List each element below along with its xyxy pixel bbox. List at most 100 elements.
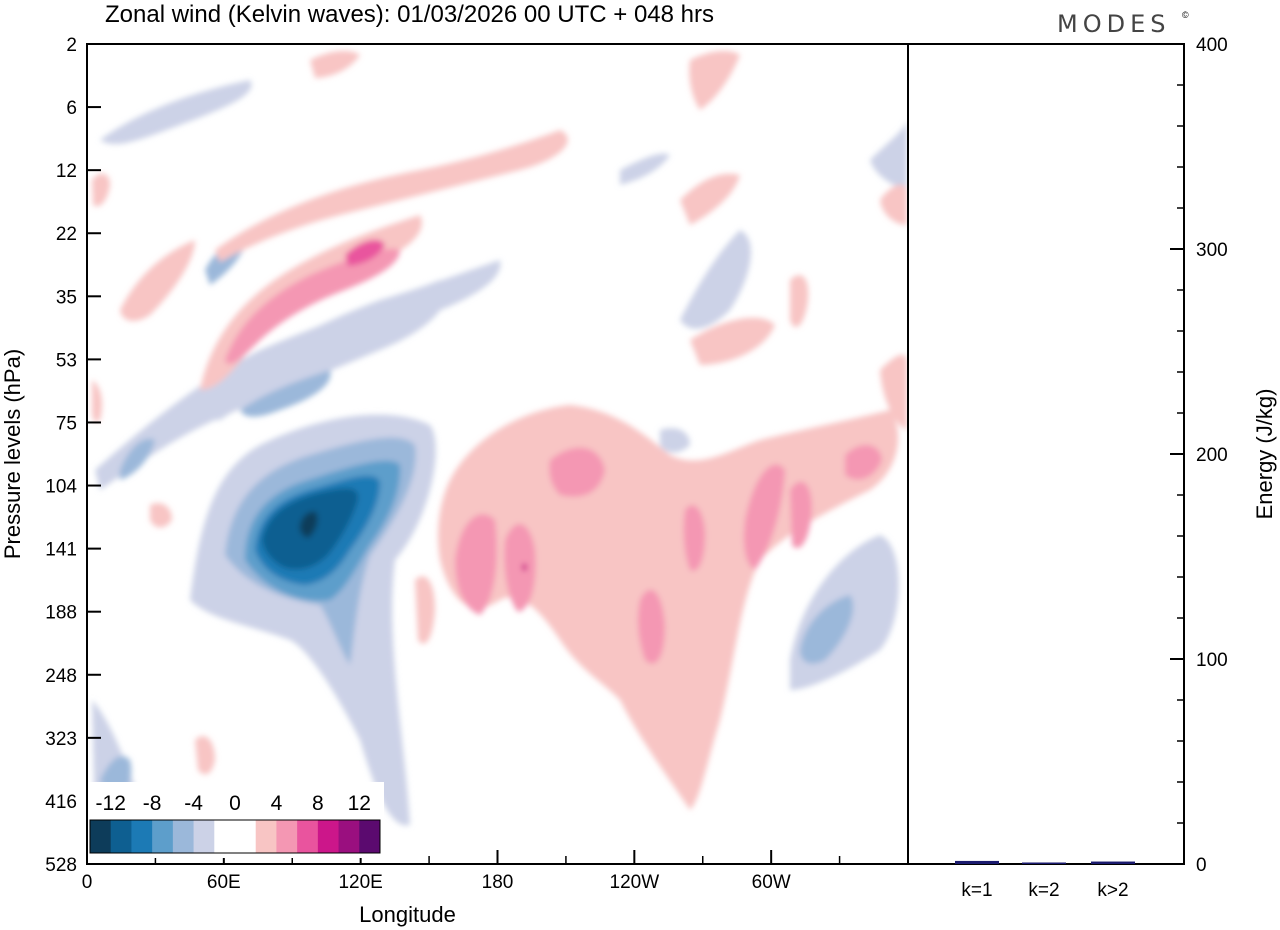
colorbar-label: 0 [229, 792, 241, 815]
westerly-light-region [150, 503, 172, 528]
westerly-light-region [689, 50, 740, 110]
westerly-medium-region [637, 589, 665, 664]
energy-category-label: k=1 [961, 880, 992, 901]
energy-axes: 0 100 200 300 400 Energy (J/kg) [1170, 35, 1277, 876]
wind-shaded-regions [92, 50, 907, 836]
westerly-light-region [680, 173, 740, 225]
energy-bars: k=1 k=2 k>2 [955, 860, 1135, 901]
westerly-light-region [415, 576, 435, 644]
westerly-light-region [880, 184, 907, 225]
y-tick-label: 2 [66, 35, 77, 56]
x-tick-label: 120E [338, 872, 382, 893]
colorbar-swatch [276, 820, 298, 853]
energy-tick-label: 400 [1196, 35, 1228, 56]
colorbar-swatch [338, 820, 360, 853]
x-tick-label: 120W [610, 872, 660, 893]
westerly-medium-region [683, 505, 706, 571]
westerly-light-region [310, 50, 360, 78]
westerly-light-region [790, 275, 809, 328]
colorbar-swatch [214, 820, 236, 853]
y-tick-label: 22 [56, 224, 77, 245]
colorbar-label: 12 [348, 792, 371, 815]
easterly-light-region [870, 120, 907, 190]
x-axis-label: Longitude [359, 902, 456, 927]
y-tick-label: 6 [66, 98, 77, 119]
colorbar-label: 4 [271, 792, 283, 815]
easterly-strong-region [299, 511, 318, 538]
energy-axis-label: Energy (J/kg) [1252, 389, 1277, 520]
hovmoller-axes: 0 60E 120E 180 120W 60W 2 6 12 22 35 53 75 104 141 188 2… [0, 35, 841, 927]
easterly-light-region [620, 153, 670, 185]
y-tick-label: 53 [56, 350, 77, 371]
x-tick-label: 60W [752, 872, 791, 893]
westerly-medium-region [504, 523, 536, 612]
colorbar-label: -8 [143, 792, 162, 815]
energy-tick-label: 0 [1196, 855, 1207, 876]
chart-title: Zonal wind (Kelvin waves): 01/03/2026 00… [105, 1, 714, 28]
y-tick-label: 248 [45, 666, 77, 687]
y-tick-label: 528 [45, 855, 77, 876]
colorbar-swatch [152, 820, 174, 853]
y-tick-label: 188 [45, 603, 77, 624]
colorbar-outline [89, 819, 381, 854]
colorbar-swatch [297, 820, 319, 853]
easterly-medium-region [800, 595, 854, 664]
westerly-medium-region [790, 481, 812, 549]
colorbar-label: -4 [184, 792, 203, 815]
energy-panel: 0 100 200 300 400 Energy (J/kg) k=1 k=2 k>2 [907, 35, 1277, 901]
easterly-light-region [680, 230, 751, 329]
colorbar-swatch [359, 820, 381, 853]
colorbar: -12 -8 -4 0 4 8 12 [88, 782, 384, 858]
colorbar-swatch [110, 820, 132, 853]
energy-category-label: k=2 [1028, 880, 1059, 901]
y-axis-label: Pressure levels (hPa) [0, 349, 25, 559]
westerly-medium-region [225, 248, 400, 365]
y-tick-label: 141 [45, 540, 77, 561]
westerly-light-region [880, 354, 907, 430]
wind-contour-field [92, 50, 907, 836]
y-tick-label: 323 [45, 729, 77, 750]
westerly-light-region [438, 405, 899, 810]
easterly-light-region [100, 80, 252, 145]
hovmoller-panel: 0 60E 120E 180 120W 60W 2 6 12 22 35 53 75 104 141 188 2… [0, 35, 909, 927]
energy-bar [955, 860, 999, 864]
x-tick-label: 60E [207, 872, 241, 893]
brand-logo: MODES [1057, 10, 1170, 38]
easterly-medium-region [205, 243, 245, 285]
westerly-medium-region [549, 447, 605, 497]
colorbar-label: 8 [312, 792, 324, 815]
easterly-light-region [180, 260, 501, 420]
energy-tick-label: 300 [1196, 240, 1228, 261]
energy-bar [1091, 861, 1135, 864]
y-tick-label: 104 [45, 477, 77, 498]
energy-tick-label: 100 [1196, 650, 1228, 671]
brand-mark: © [1182, 10, 1189, 20]
colorbar-swatch [90, 820, 112, 853]
y-tick-label: 416 [45, 792, 77, 813]
energy-category-label: k>2 [1097, 880, 1128, 901]
westerly-light-region [195, 736, 215, 775]
westerly-medium-region [845, 444, 882, 480]
y-tick-label: 75 [56, 413, 77, 434]
westerly-light-region [120, 240, 195, 322]
westerly-light-region [92, 380, 103, 422]
colorbar-swatch [131, 820, 153, 853]
colorbar-label: -12 [96, 792, 126, 815]
colorbar-swatch [317, 820, 340, 853]
energy-tick-label: 200 [1196, 445, 1228, 466]
westerly-light-region [215, 130, 568, 262]
colorbar-swatch [193, 820, 215, 853]
colorbar-swatch [172, 820, 195, 853]
westerly-strong-region [522, 563, 527, 572]
x-tick-label: 180 [482, 872, 514, 893]
westerly-light-region [690, 317, 775, 365]
energy-frame [907, 43, 1185, 865]
energy-bar [1022, 862, 1066, 864]
y-tick-label: 35 [56, 287, 77, 308]
colorbar-swatch [235, 820, 257, 853]
easterly-light-region [660, 428, 690, 453]
westerly-strong-region [345, 239, 385, 266]
colorbar-swatch [255, 820, 277, 853]
easterly-medium-region [120, 438, 155, 480]
